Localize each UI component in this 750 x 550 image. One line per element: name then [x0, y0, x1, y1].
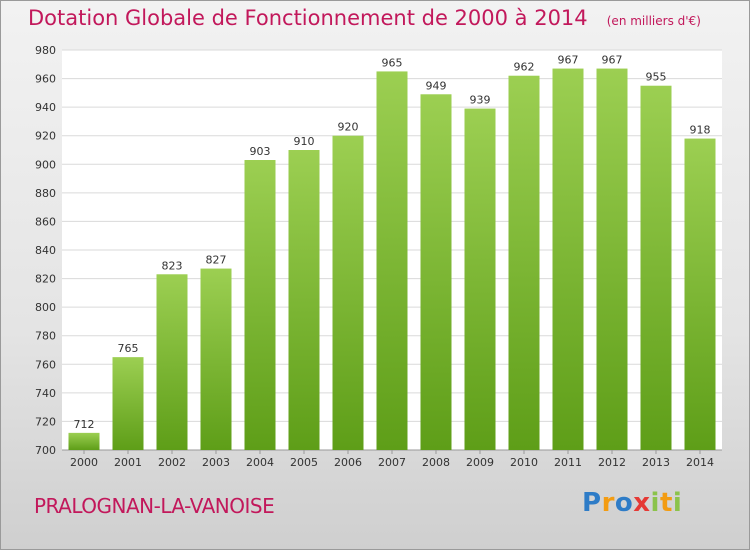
x-tick-label: 2003: [202, 456, 230, 469]
bar-value-label: 967: [602, 54, 623, 67]
bar-2005: [288, 150, 320, 450]
x-tick-label: 2012: [598, 456, 626, 469]
bar-2012: [596, 68, 628, 451]
x-tick-label: 2008: [422, 456, 450, 469]
y-tick-label: 780: [35, 330, 56, 343]
bar-value-label: 910: [294, 135, 315, 148]
bars: 712 765 823 827 903 910 920 965 949 939 962 967 967 9…: [68, 54, 716, 451]
y-tick-label: 900: [35, 158, 56, 171]
bar-2010: [508, 75, 540, 450]
bar-2002: [156, 274, 188, 450]
x-tick-label: 2014: [686, 456, 714, 469]
bar-2008: [420, 94, 452, 451]
title-row: Dotation Globale de Fonctionnement de 20…: [28, 6, 701, 30]
bar-2007: [376, 71, 408, 450]
bar-2013: [640, 85, 672, 450]
bar-value-label: 965: [382, 56, 403, 69]
bar-2014: [684, 138, 716, 451]
bar-value-label: 920: [338, 121, 359, 134]
proxiti-logo: Proxiti: [582, 488, 683, 518]
bar-value-label: 967: [558, 54, 579, 67]
x-tick-label: 2006: [334, 456, 362, 469]
y-tick-label: 700: [35, 444, 56, 457]
x-tick-label: 2009: [466, 456, 494, 469]
bar-value-label: 939: [470, 94, 491, 107]
bar-value-label: 712: [74, 418, 95, 431]
y-tick-label: 720: [35, 415, 56, 428]
bar-value-label: 955: [646, 71, 667, 84]
x-tick-label: 2002: [158, 456, 186, 469]
commune-name: PRALOGNAN-LA-VANOISE: [34, 494, 275, 518]
x-tick-label: 2005: [290, 456, 318, 469]
bar-2000: [68, 432, 100, 450]
y-tick-label: 920: [35, 130, 56, 143]
bar-value-label: 823: [162, 259, 183, 272]
bar-2001: [112, 357, 144, 450]
bar-2006: [332, 135, 364, 450]
bar-value-label: 765: [118, 342, 139, 355]
bar-value-label: 903: [250, 145, 271, 158]
y-tick-label: 820: [35, 273, 56, 286]
bar-value-label: 827: [206, 254, 227, 267]
y-tick-label: 760: [35, 358, 56, 371]
y-tick-label: 940: [35, 101, 56, 114]
y-tick-label: 960: [35, 73, 56, 86]
y-tick-label: 740: [35, 387, 56, 400]
y-tick-label: 800: [35, 301, 56, 314]
bar-value-label: 962: [514, 61, 535, 74]
y-tick-label: 860: [35, 215, 56, 228]
chart-unit-label: (en milliers d'€): [606, 14, 701, 28]
x-tick-label: 2000: [70, 456, 98, 469]
y-tick-label: 980: [35, 44, 56, 57]
bar-2009: [464, 108, 496, 451]
x-tick-label: 2007: [378, 456, 406, 469]
bar-value-label: 918: [690, 124, 711, 137]
bar-2003: [200, 268, 232, 450]
y-tick-label: 840: [35, 244, 56, 257]
chart-title: Dotation Globale de Fonctionnement de 20…: [28, 6, 588, 30]
x-tick-label: 2011: [554, 456, 582, 469]
y-tick-label: 880: [35, 187, 56, 200]
x-tick-label: 2001: [114, 456, 142, 469]
x-axis: 2000 2001 2002 2003 2004 2005 2006 2007 2008 2009…: [70, 450, 714, 469]
bar-value-label: 949: [426, 79, 447, 92]
x-tick-label: 2010: [510, 456, 538, 469]
bar-2004: [244, 160, 276, 450]
bar-2011: [552, 68, 584, 451]
x-tick-label: 2013: [642, 456, 670, 469]
x-tick-label: 2004: [246, 456, 274, 469]
